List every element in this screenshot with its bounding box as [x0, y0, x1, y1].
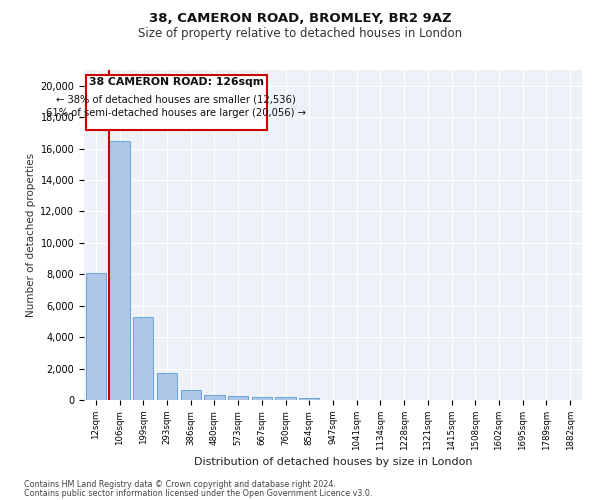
Bar [109, 140, 130, 400]
Bar [157, 372, 177, 400]
Bar [252, 397, 272, 400]
Text: ← 38% of detached houses are smaller (12,536): ← 38% of detached houses are smaller (12… [56, 94, 296, 104]
X-axis label: Distribution of detached houses by size in London: Distribution of detached houses by size … [194, 457, 472, 467]
Text: Contains HM Land Registry data © Crown copyright and database right 2024.: Contains HM Land Registry data © Crown c… [24, 480, 336, 489]
Bar [205, 394, 224, 400]
Bar [133, 316, 154, 400]
Bar [86, 272, 106, 400]
Text: 38 CAMERON ROAD: 126sqm: 38 CAMERON ROAD: 126sqm [89, 77, 264, 87]
Bar [228, 396, 248, 400]
Bar [299, 398, 319, 400]
Text: Contains public sector information licensed under the Open Government Licence v3: Contains public sector information licen… [24, 489, 373, 498]
Text: 61% of semi-detached houses are larger (20,056) →: 61% of semi-detached houses are larger (… [46, 108, 306, 118]
Text: 38, CAMERON ROAD, BROMLEY, BR2 9AZ: 38, CAMERON ROAD, BROMLEY, BR2 9AZ [149, 12, 451, 26]
Text: Size of property relative to detached houses in London: Size of property relative to detached ho… [138, 28, 462, 40]
Bar [181, 390, 201, 400]
Y-axis label: Number of detached properties: Number of detached properties [26, 153, 36, 317]
Bar [275, 397, 296, 400]
